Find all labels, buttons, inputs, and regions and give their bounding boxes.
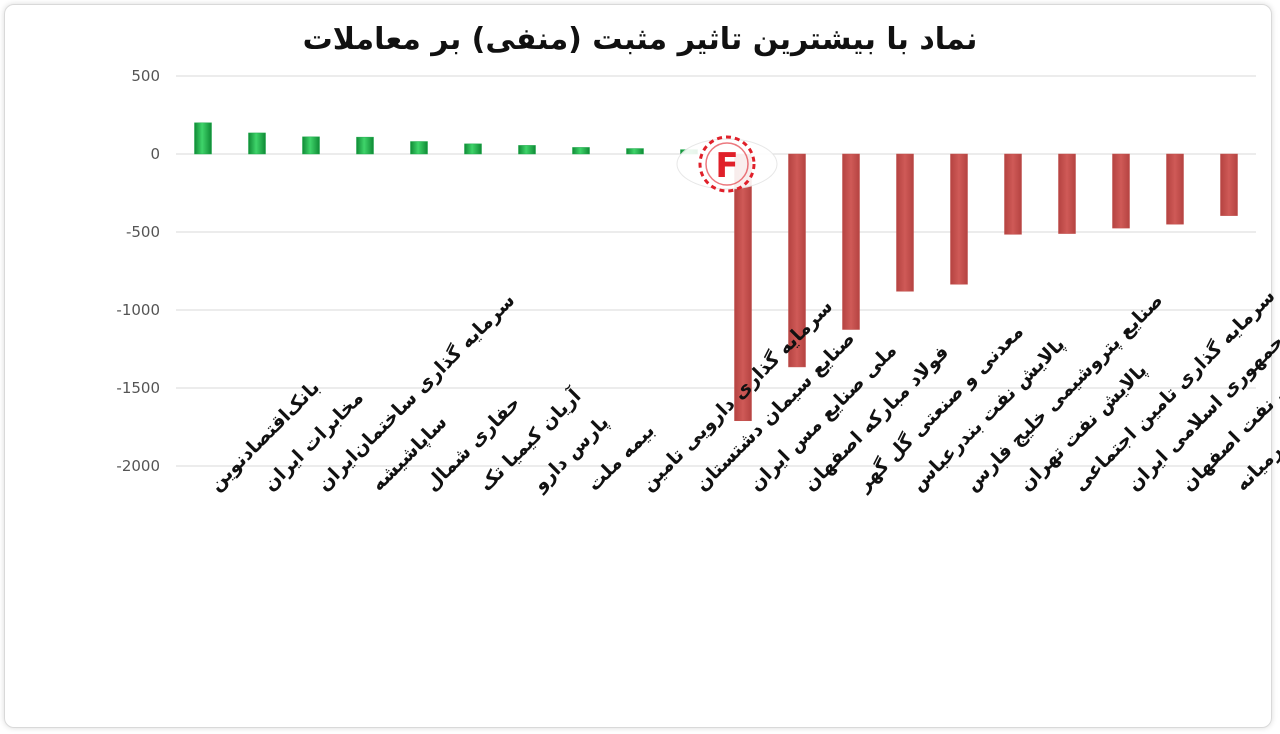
bar-2 xyxy=(248,132,266,155)
bar-20 xyxy=(1220,153,1238,216)
y-tick-label: 500 xyxy=(131,67,160,85)
watermark-letter: F xyxy=(715,146,738,186)
bar-7 xyxy=(518,145,536,155)
bar-14 xyxy=(896,153,914,292)
y-tick-label: -1000 xyxy=(116,301,160,319)
bar-15 xyxy=(950,153,968,285)
chart-frame xyxy=(4,4,1272,728)
bar-13 xyxy=(842,153,860,330)
watermark-logo-icon: F xyxy=(676,135,778,193)
bar-17 xyxy=(1058,153,1076,234)
bar-18 xyxy=(1112,153,1130,229)
category-label: سرمایه گذاری ساختمان‌ایران xyxy=(312,289,519,496)
category-label: حفاری شمال xyxy=(421,392,525,496)
bar-19 xyxy=(1166,153,1184,225)
y-tick-label: 0 xyxy=(150,145,160,163)
bar-1 xyxy=(194,122,212,155)
bar-12 xyxy=(788,153,806,368)
category-label: صنایع پتروشیمی خلیج فارس xyxy=(961,289,1167,495)
bar-8 xyxy=(572,147,590,155)
y-tick-label: -1500 xyxy=(116,379,160,397)
bar-6 xyxy=(464,143,482,155)
bar-4 xyxy=(356,136,374,155)
bar-9 xyxy=(626,148,644,155)
bar-16 xyxy=(1004,153,1022,235)
y-tick-label: -500 xyxy=(126,223,160,241)
bar-5 xyxy=(410,141,428,155)
y-tick-label: -2000 xyxy=(116,457,160,475)
chart-title: نماد با بیشترین تاثیر مثبت (منفی) بر معا… xyxy=(302,22,978,57)
bar-3 xyxy=(302,136,320,155)
